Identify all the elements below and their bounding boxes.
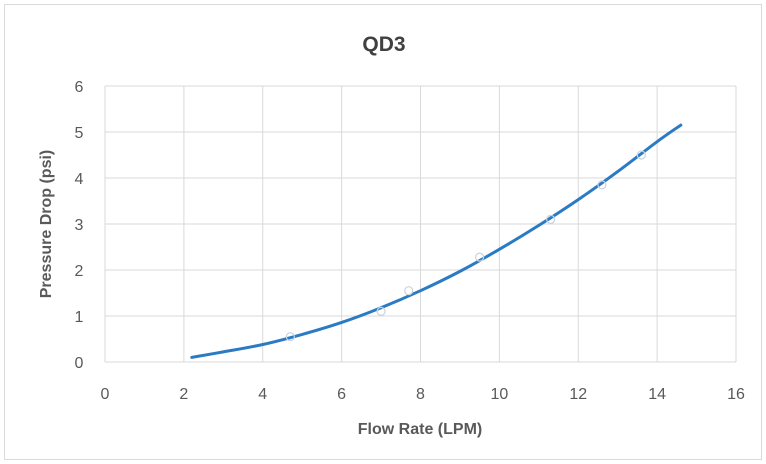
x-tick-label: 8 xyxy=(416,386,425,403)
points-layer xyxy=(285,150,646,342)
x-tick-label: 12 xyxy=(569,386,587,403)
data-point xyxy=(597,180,607,190)
data-point xyxy=(475,252,485,262)
y-tick-label: 4 xyxy=(75,171,84,188)
x-tick-label: 4 xyxy=(258,386,267,403)
x-tick-label: 16 xyxy=(727,386,745,403)
chart-title: QD3 xyxy=(362,33,405,56)
data-point xyxy=(404,286,414,296)
x-tick-label: 2 xyxy=(179,386,188,403)
x-axis-label: Flow Rate (LPM) xyxy=(358,421,482,438)
data-point xyxy=(546,214,556,224)
y-axis-label: Pressure Drop (psi) xyxy=(38,150,55,298)
y-tick-labels: 0 1 2 3 4 5 6 xyxy=(75,79,84,372)
y-tick-label: 2 xyxy=(75,263,84,280)
x-tick-label: 10 xyxy=(490,386,508,403)
y-tick-label: 5 xyxy=(75,125,84,142)
y-tick-label: 0 xyxy=(75,355,84,372)
y-tick-label: 1 xyxy=(75,309,84,326)
chart-frame xyxy=(4,4,762,460)
data-point xyxy=(285,332,295,342)
y-tick-label: 3 xyxy=(75,217,84,234)
grid-lines xyxy=(104,85,737,363)
trendline-layer xyxy=(190,123,683,359)
data-point xyxy=(636,150,646,160)
data-point xyxy=(376,306,386,316)
x-tick-labels: 0 2 4 6 8 10 12 14 16 xyxy=(101,386,745,403)
x-tick-label: 0 xyxy=(101,386,110,403)
trendline xyxy=(190,123,683,359)
x-tick-label: 14 xyxy=(648,386,666,403)
x-tick-label: 6 xyxy=(337,386,346,403)
y-tick-label: 6 xyxy=(75,79,84,96)
